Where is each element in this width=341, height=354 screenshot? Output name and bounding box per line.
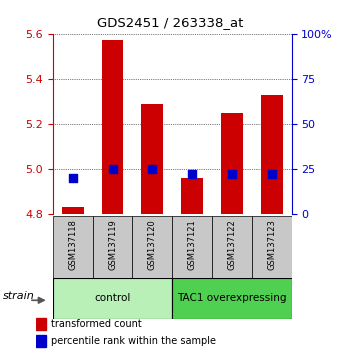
Text: GSM137122: GSM137122: [227, 219, 236, 270]
FancyBboxPatch shape: [172, 216, 212, 278]
FancyBboxPatch shape: [93, 216, 132, 278]
FancyBboxPatch shape: [172, 278, 292, 319]
Bar: [102, 40, 123, 214]
Text: GSM137121: GSM137121: [188, 219, 197, 270]
Text: GSM137120: GSM137120: [148, 219, 157, 270]
Bar: [181, 178, 203, 214]
Bar: [62, 207, 84, 214]
Text: control: control: [94, 293, 131, 303]
Text: GSM137119: GSM137119: [108, 219, 117, 270]
Bar: [36, 335, 46, 347]
Point: [229, 172, 235, 177]
Bar: [36, 319, 46, 330]
Bar: [261, 95, 283, 214]
Text: GSM137118: GSM137118: [68, 219, 77, 270]
Bar: [142, 104, 163, 214]
Point: [110, 166, 115, 172]
FancyBboxPatch shape: [53, 216, 93, 278]
Text: strain: strain: [3, 291, 34, 301]
FancyBboxPatch shape: [212, 216, 252, 278]
Text: percentile rank within the sample: percentile rank within the sample: [51, 336, 216, 346]
Point: [189, 172, 195, 177]
Bar: [221, 113, 243, 214]
Point: [70, 175, 75, 181]
Text: GDS2451 / 263338_at: GDS2451 / 263338_at: [97, 16, 244, 29]
FancyBboxPatch shape: [132, 216, 172, 278]
Point: [150, 166, 155, 172]
FancyBboxPatch shape: [53, 278, 172, 319]
Text: GSM137123: GSM137123: [267, 219, 276, 270]
Point: [269, 172, 275, 177]
FancyBboxPatch shape: [252, 216, 292, 278]
Text: TAC1 overexpressing: TAC1 overexpressing: [177, 293, 287, 303]
Text: transformed count: transformed count: [51, 319, 142, 330]
